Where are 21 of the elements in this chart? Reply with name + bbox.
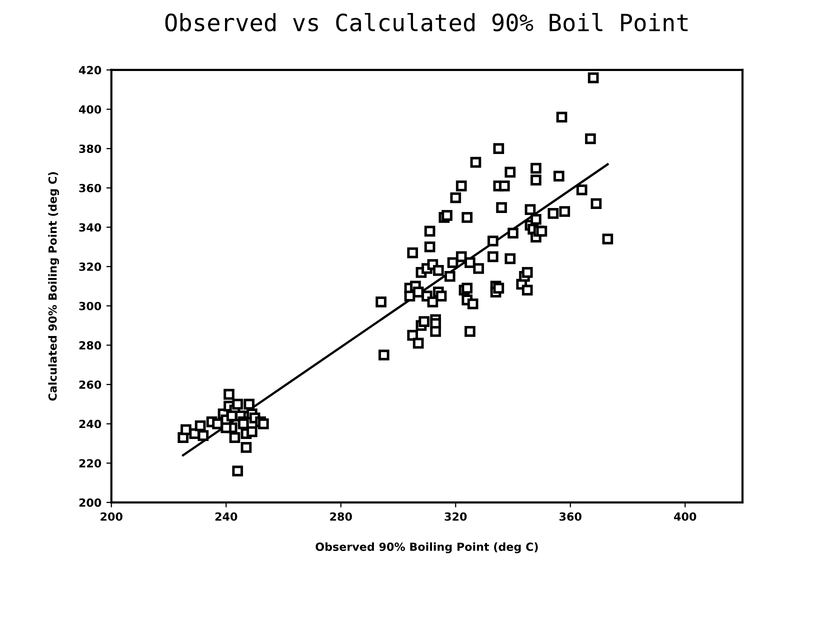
chart-title: Observed vs Calculated 90% Boil Point <box>165 13 688 32</box>
y-axis-title: Calculated 90% Boiling Point (deg C) <box>48 172 60 401</box>
x-tick-label: 360 <box>560 512 582 521</box>
x-axis-title: Observed 90% Boiling Point (deg C) <box>316 542 538 554</box>
y-tick-label: 300 <box>79 302 102 310</box>
y-tick-label: 240 <box>79 420 102 428</box>
x-tick-label: 200 <box>100 512 122 521</box>
y-tick-label: 260 <box>79 380 102 389</box>
x-tick-label: 400 <box>674 512 696 521</box>
x-tick-label: 240 <box>215 512 238 521</box>
y-tick-label: 220 <box>79 459 102 468</box>
y-tick-label: 320 <box>79 262 102 271</box>
y-tick-label: 200 <box>79 498 102 507</box>
x-tick-label: 320 <box>444 512 467 521</box>
y-tick-label: 340 <box>79 223 102 232</box>
y-tick-label: 400 <box>78 105 102 114</box>
y-tick-label: 420 <box>78 66 102 74</box>
x-tick-label: 280 <box>330 512 352 521</box>
y-tick-label: 380 <box>79 144 102 153</box>
y-tick-label: 360 <box>79 184 102 192</box>
y-tick-label: 280 <box>79 341 102 350</box>
